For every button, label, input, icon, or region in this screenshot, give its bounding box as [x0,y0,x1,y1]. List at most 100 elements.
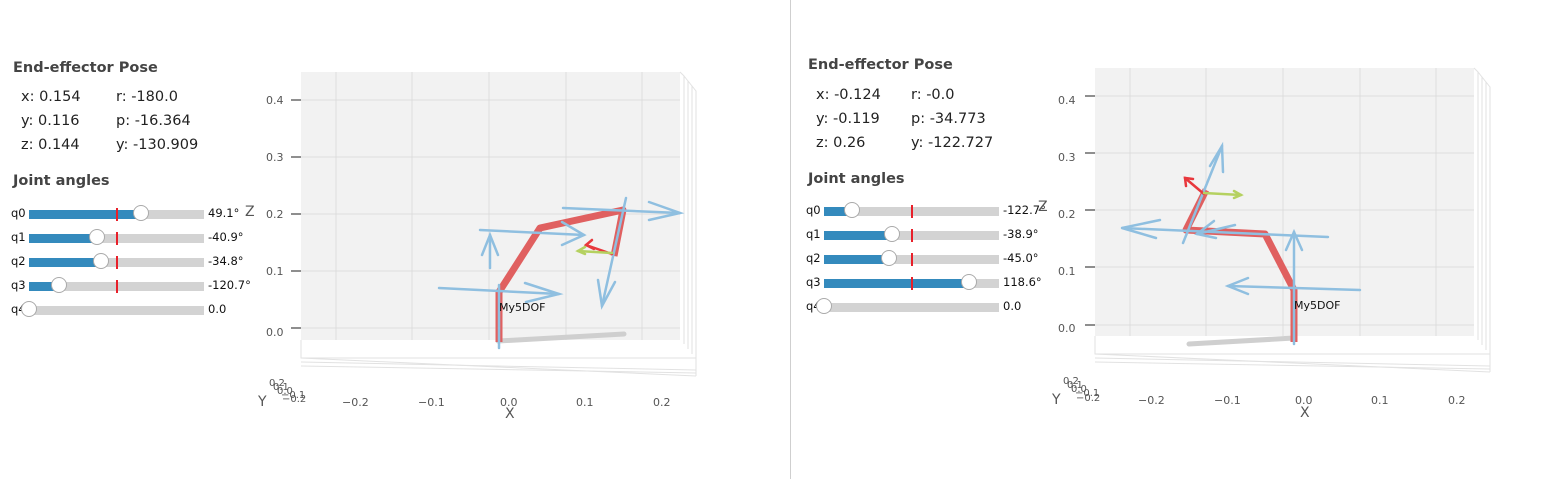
pose-y: y: 0.116 [21,113,80,129]
slider-fill [29,282,59,291]
z-tick-label: 0.2 [266,208,284,221]
joint-label-q0: q0 [11,206,26,220]
y-tick-label: 0.0 [277,386,293,397]
slider-knob[interactable] [133,205,149,221]
joint-label-q2: q2 [11,254,26,268]
slider-fill [29,210,141,219]
joint-slider-q0[interactable] [29,205,204,221]
slider-fill [824,255,889,264]
y-tick-labels: 0.2 0.1 0.0 −0.1 −0.2 [1063,376,1100,404]
joint-value-q1: -38.9° [1003,227,1039,241]
y-tick-labels: 0.2 0.1 0.0 −0.1 −0.2 [269,378,306,405]
z-tick-labels: 0.4 0.3 0.2 0.1 0.0 [1058,94,1076,335]
ee-axes [1183,176,1244,200]
x-axis-label: X [1300,405,1310,421]
slider-knob[interactable] [89,229,106,245]
slider-knob[interactable] [21,301,37,317]
panel-divider [790,0,791,479]
joint-slider-q1[interactable] [29,229,204,245]
joint-value-q0: -122.7° [1003,203,1046,217]
joint-slider-q3[interactable] [824,274,999,290]
joint-value-q1: -40.9° [208,230,244,244]
x-tick-label: 0.0 [1295,394,1313,407]
slider-knob[interactable] [816,298,832,314]
joint-slider-q1[interactable] [824,226,999,242]
y-tick-label: −0.2 [282,394,306,405]
pose-yaw: y: -122.727 [911,135,994,151]
slider-knob[interactable] [961,274,978,290]
z-tick-labels: 0.4 0.3 0.2 0.1 0.0 [266,94,284,339]
slider-home-mark [910,205,913,218]
x-tick-label: −0.1 [418,396,445,409]
pose-z: z: 0.144 [21,137,80,153]
robot-3d-plot[interactable]: 0.4 0.3 0.2 0.1 0.0 −0.2 −0.1 0.0 0.1 0.… [240,40,720,460]
pose-x: x: 0.154 [21,89,81,105]
z-tick-label: 0.1 [266,265,284,278]
z-tick-label: 0.3 [1058,151,1076,164]
pose-roll: r: -0.0 [911,87,955,103]
joint-slider-q4[interactable] [816,298,999,314]
z-tick-label: 0.2 [1058,208,1076,221]
z-tick-label: 0.0 [1058,322,1076,335]
x-tick-label: −0.2 [342,396,369,409]
slider-fill [824,207,852,216]
joint-slider-q2[interactable] [824,250,999,266]
slider-home-mark [910,253,913,266]
pose-yaw: y: -130.909 [116,137,199,153]
pose-z: z: 0.26 [816,135,866,151]
frame-axes [1120,141,1362,346]
x-tick-labels: −0.2 −0.1 0.0 0.1 0.2 [1138,394,1466,407]
slider-home-mark [115,280,118,293]
joint-value-q0: 49.1° [208,206,240,220]
slider-home-mark [115,256,118,269]
joint-label-q1: q1 [11,230,26,244]
pose-title: End-effector Pose [808,57,953,73]
y-tick-label: 0.1 [273,382,289,393]
z-tick-label: 0.0 [266,326,284,339]
joint-label-q0: q0 [806,203,821,217]
slider-knob[interactable] [844,202,860,218]
plot-grid [301,72,680,340]
slider-fill [824,279,970,288]
slider-fill [29,258,101,267]
slider-knob[interactable] [884,226,901,242]
x-axis-label: X [505,406,515,422]
joint-slider-q4[interactable] [21,301,204,317]
z-tick-label: 0.4 [1058,94,1076,107]
pose-x: x: -0.124 [816,87,881,103]
slider-knob[interactable] [880,250,897,266]
joint-value-q4: 0.0 [1003,299,1022,313]
x-tick-label: 0.2 [653,396,671,409]
x-tick-label: −0.2 [1138,394,1165,407]
slider-home-mark [910,277,913,290]
x-tick-label: 0.1 [576,396,594,409]
slider-fill [29,234,98,243]
joint-slider-q0[interactable] [824,202,999,218]
slider-fill [824,231,893,240]
z-ticks [1085,95,1095,326]
y-tick-label: −0.1 [281,390,305,401]
joint-label-q3: q3 [806,275,821,289]
slider-home-mark [910,229,913,242]
y-tick-label: 0.0 [1071,384,1087,395]
slider-knob[interactable] [92,253,109,269]
plot-pane [301,72,680,340]
slider-home-mark [115,208,118,221]
slider-knob[interactable] [50,277,67,293]
z-axis-label: Z [245,204,255,220]
robot-3d-plot[interactable]: 0.4 0.3 0.2 0.1 0.0 −0.2 −0.1 0.0 0.1 0.… [1032,36,1512,456]
x-tick-label: −0.1 [1214,394,1241,407]
plot-pane [1095,68,1474,336]
frame-axes [437,196,685,350]
joint-label-q2: q2 [806,251,821,265]
x-tick-label: 0.0 [500,396,518,409]
joint-slider-q2[interactable] [29,253,204,269]
joint-value-q2: -34.8° [208,254,244,268]
robot-shadow [495,331,627,344]
joint-slider-q3[interactable] [29,277,204,293]
y-axis-label: Y [1051,392,1061,408]
y-tick-label: 0.1 [1067,380,1083,391]
x-tick-label: 0.1 [1371,394,1389,407]
y-tick-label: −0.2 [1076,393,1100,404]
pose-roll: r: -180.0 [116,89,178,105]
